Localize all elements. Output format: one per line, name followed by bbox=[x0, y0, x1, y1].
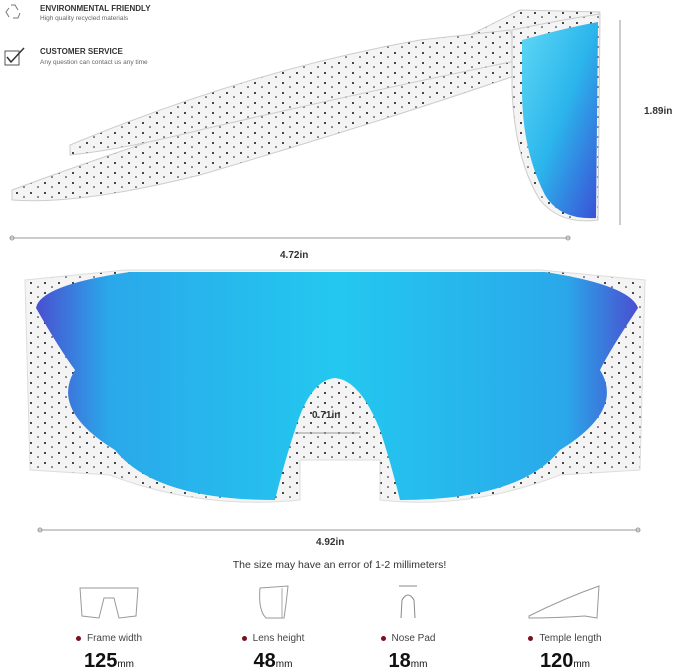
spec-label: Temple length bbox=[539, 633, 602, 644]
spec-value: 18 bbox=[388, 650, 411, 672]
spec-value: 125 bbox=[83, 650, 118, 672]
checkbox-icon bbox=[4, 47, 25, 66]
lens-height-icon bbox=[259, 585, 289, 619]
spec-value: 48 bbox=[253, 650, 276, 672]
feature-subtitle: Any question can contact us any time bbox=[40, 59, 148, 66]
temple-arm bbox=[69, 29, 521, 156]
spec-temple-length: Temple length 120mm bbox=[480, 580, 650, 672]
bridge-label: 0.71in bbox=[312, 410, 341, 421]
spec-nose-pad: Nose Pad 18mm bbox=[323, 580, 493, 672]
spec-unit: mm bbox=[275, 659, 293, 670]
spec-label: Frame width bbox=[86, 633, 142, 644]
temple-length-icon bbox=[528, 585, 600, 619]
size-note: The size may have an error of 1-2 millim… bbox=[232, 559, 447, 571]
spec-lens-height: Lens height 48mm bbox=[188, 580, 358, 672]
spec-unit: mm bbox=[410, 659, 428, 670]
spec-label: Lens height bbox=[252, 633, 305, 644]
frame-width-icon bbox=[79, 587, 139, 619]
front-lens bbox=[36, 272, 638, 500]
feature-subtitle: High quality recycled materials bbox=[40, 15, 129, 22]
spec-value: 120 bbox=[539, 650, 574, 672]
spec-frame-width: Frame width 125mm bbox=[24, 580, 194, 672]
front-width-label: 4.92in bbox=[316, 537, 345, 548]
side-view-glasses bbox=[9, 9, 621, 241]
recycle-icon bbox=[5, 4, 21, 19]
feature-title: ENVIRONMENTAL FRIENDLY bbox=[40, 4, 151, 13]
side-length-label: 4.72in bbox=[280, 250, 309, 261]
side-height-label: 1.89in bbox=[644, 106, 673, 117]
nose-pad-icon bbox=[399, 585, 417, 619]
front-view-glasses bbox=[24, 269, 646, 533]
spec-unit: mm bbox=[573, 659, 591, 670]
side-lens bbox=[522, 22, 598, 219]
feature-title: CUSTOMER SERVICE bbox=[40, 47, 123, 56]
spec-unit: mm bbox=[117, 659, 135, 670]
spec-label: Nose Pad bbox=[391, 633, 436, 644]
